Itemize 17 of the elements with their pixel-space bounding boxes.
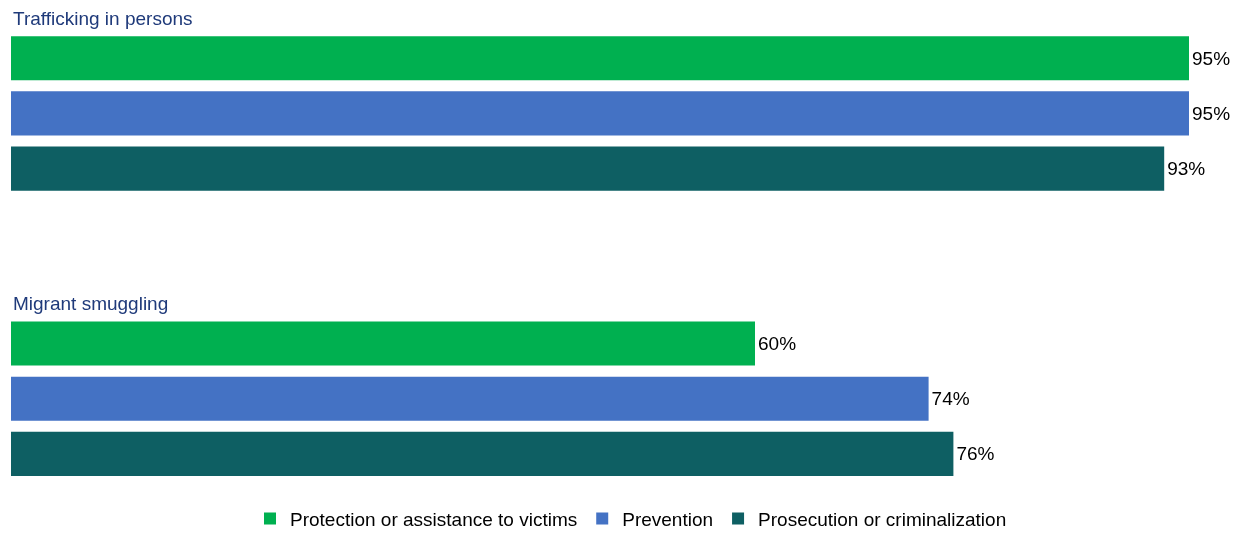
legend-label: Prosecution or criminalization: [758, 508, 1007, 530]
data-label: 60%: [758, 333, 797, 355]
bar: [11, 36, 1189, 81]
y-tick-label: Trafficking in persons: [13, 8, 193, 29]
data-label: 95%: [1192, 102, 1231, 124]
legend-label: Protection or assistance to victims: [290, 508, 578, 530]
bar: [11, 91, 1189, 136]
bar: [11, 321, 755, 366]
bar: [11, 431, 954, 476]
data-label: 95%: [1192, 47, 1231, 69]
legend-label: Prevention: [622, 508, 714, 530]
y-tick-label: Migrant smuggling: [13, 293, 169, 314]
data-label: 93%: [1167, 158, 1206, 180]
data-label: 74%: [931, 388, 970, 410]
data-label: 76%: [956, 443, 995, 465]
bar: [11, 146, 1165, 191]
bar: [11, 376, 929, 421]
